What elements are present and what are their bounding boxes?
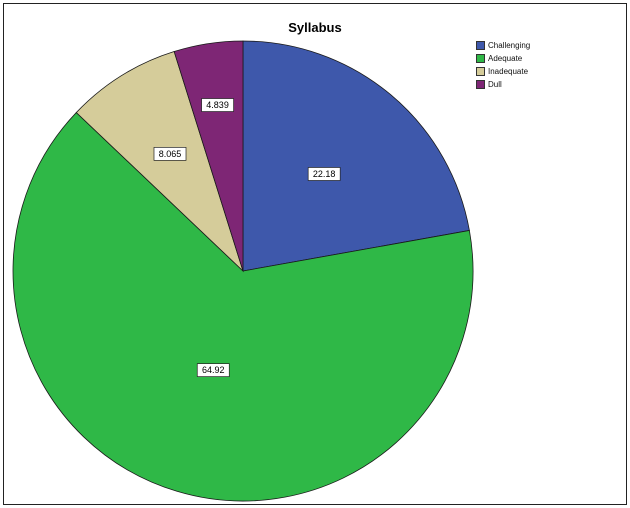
legend-item-dull: Dull: [476, 79, 530, 90]
data-label-box: [307, 167, 341, 181]
legend-label-adequate: Adequate: [488, 54, 523, 63]
legend-label-challenging: Challenging: [488, 41, 531, 50]
legend-label-inadequate: Inadequate: [488, 67, 529, 76]
data-label-text: 22.18: [313, 169, 336, 179]
legend-label-dull: Dull: [488, 80, 502, 89]
data-label-inadequate: 8.065: [153, 147, 187, 161]
data-label-text: 4.839: [206, 100, 229, 110]
data-label-box: [153, 147, 187, 161]
data-label-dull: 4.839: [201, 98, 234, 112]
legend-swatch-adequate: [476, 54, 485, 63]
legend: Challenging Adequate Inadequate Dull: [476, 40, 530, 92]
pie-slice-adequate: [12, 111, 474, 502]
data-label-text: 64.92: [202, 365, 225, 375]
legend-swatch-dull: [476, 80, 485, 89]
legend-item-challenging: Challenging: [476, 40, 530, 51]
data-label-adequate: 64.92: [196, 363, 230, 377]
pie-slice-inadequate: [75, 51, 244, 273]
data-label-text: 8.065: [159, 149, 182, 159]
legend-swatch-challenging: [476, 41, 485, 50]
data-label-box: [196, 363, 230, 377]
pie-slice-challenging: [242, 40, 470, 272]
legend-item-adequate: Adequate: [476, 53, 530, 64]
legend-item-inadequate: Inadequate: [476, 66, 530, 77]
legend-swatch-inadequate: [476, 67, 485, 76]
chart-title: Syllabus: [288, 20, 342, 35]
data-label-challenging: 22.18: [307, 167, 341, 181]
data-label-box: [201, 98, 234, 112]
